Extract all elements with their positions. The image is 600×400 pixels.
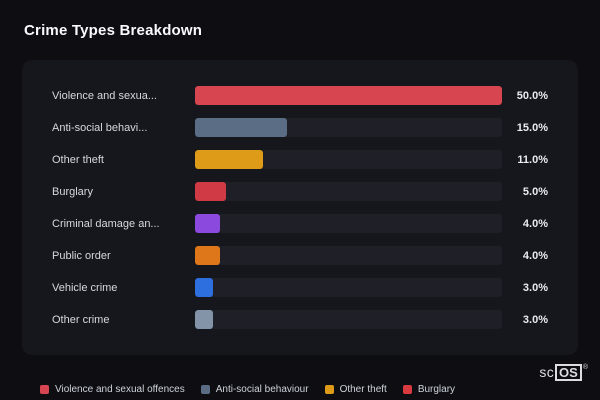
legend-item[interactable]: Burglary bbox=[402, 384, 456, 395]
chart-row: Public order 4.0% bbox=[52, 246, 548, 265]
legend-label: Anti-social behaviour bbox=[215, 384, 309, 395]
logo-os-box: OS bbox=[555, 364, 582, 381]
legend-label: Violence and sexual offences bbox=[55, 384, 185, 395]
bar-track bbox=[195, 86, 502, 105]
value-label: 11.0% bbox=[517, 153, 548, 166]
bar-track bbox=[195, 118, 502, 137]
chart-row: Burglary 5.0% bbox=[52, 182, 548, 201]
bar-track bbox=[195, 214, 502, 233]
bar-track bbox=[195, 246, 502, 265]
legend-label: Other theft bbox=[339, 384, 387, 395]
bar-track bbox=[195, 182, 502, 201]
chart-row: Criminal damage an... 4.0% bbox=[52, 214, 548, 233]
chart-legend: Violence and sexual offences Anti-social… bbox=[40, 384, 455, 395]
bar bbox=[195, 214, 220, 233]
category-label: Anti-social behavi... bbox=[52, 121, 148, 134]
category-label: Public order bbox=[52, 249, 111, 262]
chart-row: Vehicle crime 3.0% bbox=[52, 278, 548, 297]
chart-row: Other theft 11.0% bbox=[52, 150, 548, 169]
category-label: Criminal damage an... bbox=[52, 217, 160, 230]
legend-swatch-icon bbox=[324, 385, 334, 394]
page-title: Crime Types Breakdown bbox=[24, 22, 203, 39]
bar bbox=[195, 246, 220, 265]
bar bbox=[195, 150, 263, 169]
value-label: 5.0% bbox=[522, 185, 548, 198]
chart-card: Violence and sexua... 50.0% Anti-social … bbox=[22, 60, 578, 355]
bar bbox=[195, 86, 502, 105]
bar bbox=[195, 278, 214, 297]
category-label: Vehicle crime bbox=[52, 281, 118, 294]
value-label: 3.0% bbox=[522, 313, 548, 326]
value-label: 4.0% bbox=[522, 217, 548, 230]
chart-row: Anti-social behavi... 15.0% bbox=[52, 118, 548, 137]
legend-item[interactable]: Anti-social behaviour bbox=[200, 384, 309, 395]
legend-item[interactable]: Other theft bbox=[324, 384, 387, 395]
value-label: 15.0% bbox=[516, 121, 548, 134]
bar bbox=[195, 310, 214, 329]
category-label: Other theft bbox=[52, 153, 104, 166]
legend-swatch-icon bbox=[402, 385, 412, 394]
bar-track bbox=[195, 310, 502, 329]
scos-logo: sc OS ® bbox=[539, 364, 588, 381]
category-label: Other crime bbox=[52, 313, 110, 326]
legend-item[interactable]: Violence and sexual offences bbox=[40, 384, 185, 395]
logo-prefix: sc bbox=[539, 364, 555, 380]
value-label: 4.0% bbox=[522, 249, 548, 262]
registered-mark-icon: ® bbox=[582, 364, 588, 371]
bar bbox=[195, 182, 226, 201]
bar-track bbox=[195, 150, 502, 169]
legend-swatch-icon bbox=[200, 385, 210, 394]
category-label: Violence and sexua... bbox=[52, 89, 157, 102]
bar-track bbox=[195, 278, 502, 297]
value-label: 3.0% bbox=[522, 281, 548, 294]
bar-chart: Violence and sexua... 50.0% Anti-social … bbox=[52, 86, 548, 329]
legend-swatch-icon bbox=[40, 385, 49, 394]
chart-row: Other crime 3.0% bbox=[52, 310, 548, 329]
chart-row: Violence and sexua... 50.0% bbox=[52, 86, 548, 105]
category-label: Burglary bbox=[52, 185, 93, 198]
bar bbox=[195, 118, 288, 137]
legend-label: Burglary bbox=[417, 384, 456, 395]
value-label: 50.0% bbox=[516, 89, 548, 102]
